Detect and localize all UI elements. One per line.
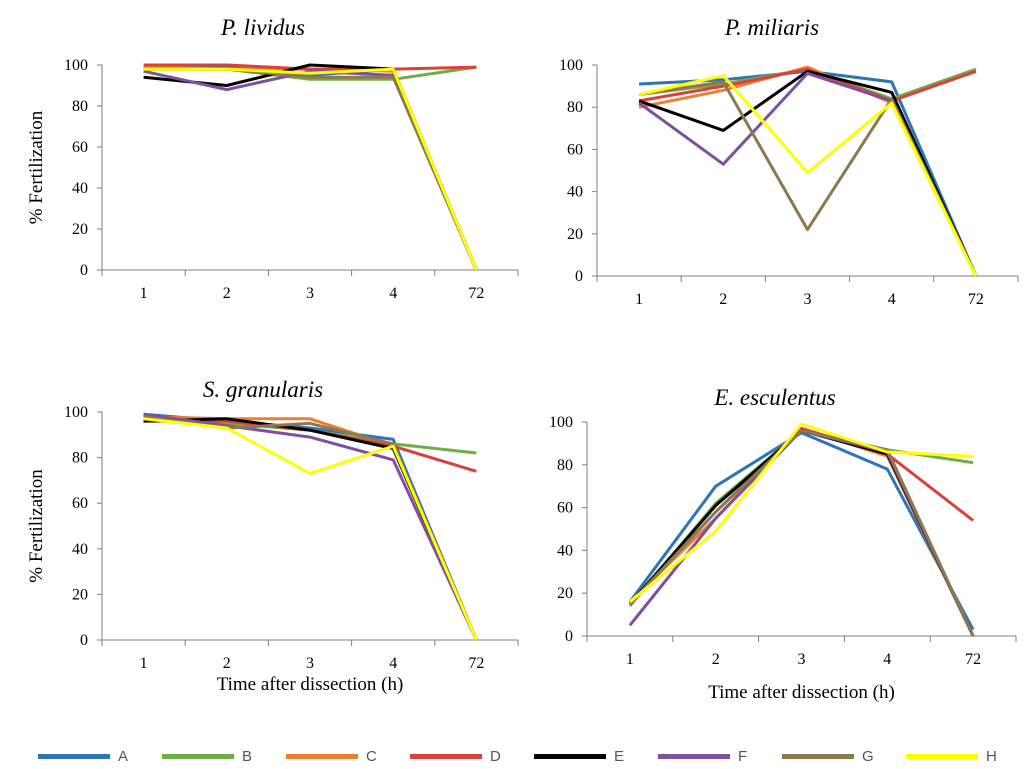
series-line-H <box>143 417 478 641</box>
x-tick-label: 72 <box>468 655 484 672</box>
series-line-D <box>143 63 477 71</box>
x-tick-label: 4 <box>389 285 397 302</box>
legend-swatch <box>782 753 854 759</box>
y-tick-label: 100 <box>559 57 583 74</box>
x-tick-label: 2 <box>719 291 727 308</box>
y-tick-label: 60 <box>72 139 88 156</box>
y-tick-label: 20 <box>72 586 88 603</box>
series-line-E <box>143 63 478 271</box>
y-tick-label: 20 <box>72 221 88 238</box>
y-tick-label: 0 <box>80 632 88 649</box>
series-line-A <box>143 65 478 271</box>
series-line-H <box>143 67 478 271</box>
chart-title: P. lividus <box>220 15 305 40</box>
legend-label: F <box>738 747 748 765</box>
x-tick-label: 72 <box>468 285 484 302</box>
series-line-H <box>638 74 978 277</box>
legend-label: A <box>118 747 129 765</box>
legend-item-C: C <box>286 746 377 766</box>
x-tick-label: 1 <box>140 285 148 302</box>
chart-panel-2: P. miliaris 0 20 40 60 80 100 1 2 3 4 72 <box>559 15 1019 308</box>
series-line-C <box>143 65 478 271</box>
y-tick-label: 40 <box>72 541 88 558</box>
y-tick-label: 20 <box>557 585 573 602</box>
legend-item-D: D <box>410 746 501 766</box>
x-tick-label: 3 <box>798 651 806 668</box>
y-tick-label: 40 <box>557 542 573 559</box>
y-tick-label: 0 <box>565 628 573 645</box>
x-tick-label: 72 <box>965 651 981 668</box>
legend-swatch <box>658 753 730 759</box>
y-axis-label: % Fertilization <box>26 110 47 224</box>
y-tick-label: 80 <box>72 450 88 467</box>
y-tick-label: 0 <box>575 268 583 285</box>
x-tick-label: 1 <box>635 291 643 308</box>
legend-label: E <box>614 747 625 765</box>
chart-panel-4: E. esculentus 0 20 40 60 80 100 1 2 3 4 72 Time afte… <box>549 385 1017 703</box>
x-axis-label: Time after dissection (h) <box>217 674 404 695</box>
x-tick-label: 3 <box>306 655 314 672</box>
y-tick-label: 100 <box>64 57 88 74</box>
legend-item-G: G <box>782 746 874 766</box>
y-tick-label: 80 <box>567 99 583 116</box>
x-tick-label: 72 <box>968 291 984 308</box>
legend-swatch <box>162 753 234 759</box>
legend-item-F: F <box>658 746 747 766</box>
chart-title: P. miliaris <box>724 15 819 40</box>
series-line-G <box>143 67 478 271</box>
legend-item-E: E <box>534 746 624 766</box>
chart-panel-3: S. granularis 0 20 40 60 80 100 1 2 3 4 72 % Fertili… <box>26 377 519 695</box>
legend-swatch <box>410 753 482 759</box>
legend-label: G <box>862 747 874 765</box>
legend-swatch <box>906 753 978 759</box>
y-tick-label: 20 <box>567 226 583 243</box>
y-axis-label: % Fertilization <box>26 469 47 583</box>
legend-label: D <box>490 747 501 765</box>
x-tick-label: 4 <box>883 651 891 668</box>
x-tick-label: 2 <box>223 285 231 302</box>
y-tick-label: 100 <box>549 414 573 431</box>
series-line-E <box>638 69 978 277</box>
legend-label: C <box>366 747 377 765</box>
x-tick-label: 2 <box>712 651 720 668</box>
x-tick-label: 3 <box>306 285 314 302</box>
chart-title: E. esculentus <box>713 385 835 410</box>
x-axis-label: Time after dissection (h) <box>708 682 895 703</box>
legend-item-H: H <box>906 746 997 766</box>
series-line-H <box>628 422 974 603</box>
legend-item-B: B <box>162 746 252 766</box>
y-tick-label: 60 <box>557 500 573 517</box>
chart-panel-1: P. lividus 0 20 40 60 80 100 1 2 3 4 72 % Fertilizat… <box>26 15 519 302</box>
x-tick-label: 3 <box>804 291 812 308</box>
legend-swatch <box>534 753 606 759</box>
y-tick-label: 80 <box>557 457 573 474</box>
legend-label: B <box>242 747 253 765</box>
series-line-G <box>638 80 978 277</box>
series-line-B <box>628 429 974 607</box>
x-tick-label: 1 <box>140 655 148 672</box>
y-tick-label: 60 <box>567 141 583 158</box>
y-tick-label: 60 <box>72 495 88 512</box>
y-tick-label: 40 <box>72 180 88 197</box>
y-tick-label: 0 <box>80 262 88 279</box>
x-tick-label: 1 <box>626 651 634 668</box>
y-tick-label: 80 <box>72 98 88 115</box>
series-line-F <box>143 412 478 641</box>
legend-swatch <box>286 753 358 759</box>
chart-title: S. granularis <box>203 377 323 402</box>
series-line-D <box>638 67 977 103</box>
y-tick-label: 40 <box>567 184 583 201</box>
legend-swatch <box>38 753 110 759</box>
series-line-F <box>143 69 478 271</box>
y-tick-label: 100 <box>64 404 88 421</box>
x-tick-label: 4 <box>888 291 896 308</box>
series-line-G <box>628 429 975 637</box>
x-tick-label: 4 <box>389 655 397 672</box>
legend-item-A: A <box>38 746 128 766</box>
legend-label: H <box>986 747 997 765</box>
x-tick-label: 2 <box>223 655 231 672</box>
